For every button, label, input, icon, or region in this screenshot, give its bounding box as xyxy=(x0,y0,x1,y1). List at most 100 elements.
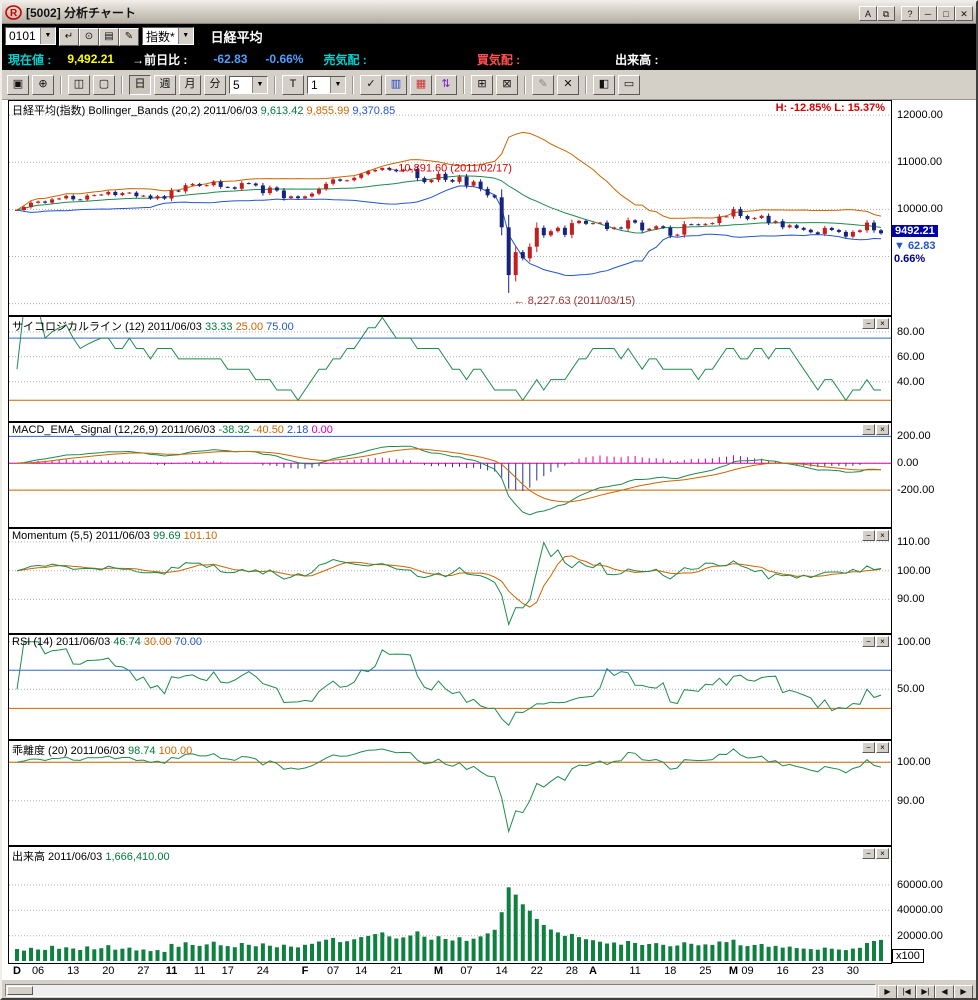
candle-chart-type-button[interactable]: ▦ xyxy=(410,74,432,95)
panel-minimize-button[interactable]: − xyxy=(862,636,875,647)
panel-title-part: 75.00 xyxy=(266,321,294,333)
panel-close-button[interactable]: × xyxy=(876,530,889,541)
layout-view-button[interactable]: ▭ xyxy=(618,74,640,95)
panel-controls: − × xyxy=(862,318,889,329)
minute-interval-select-value: 5 xyxy=(233,77,240,92)
copy-chart-button[interactable]: ◫ xyxy=(68,74,90,95)
main-price-chart[interactable]: ←10,891.60 (2011/02/17) ← 8,227.63 (2011/… xyxy=(8,100,892,316)
chart-scrollbar-row: ▶ |◀ ▶| ◀ ▶ xyxy=(2,980,976,998)
current-price-value: 9,492.21 xyxy=(67,52,115,66)
rsi-panel-title: RSI (14) 2011/06/03 46.74 30.00 70.00 xyxy=(12,636,202,648)
volume-chart[interactable]: 出来高 2011/06/03 1,666,410.00 − × xyxy=(8,846,892,964)
period-day-button[interactable]: 日 xyxy=(129,74,151,95)
scroll-right-button[interactable]: ▶ xyxy=(878,984,897,998)
axis-tick-label: 20000.00 xyxy=(897,929,943,942)
rsi-chart[interactable]: RSI (14) 2011/06/03 46.74 30.00 70.00 − × xyxy=(8,634,892,740)
split-view-button[interactable]: ◧ xyxy=(593,74,615,95)
jump-last-button[interactable]: ▶| xyxy=(916,984,935,998)
x-axis-tick-label: M xyxy=(433,965,444,977)
panel-controls: − × xyxy=(862,848,889,859)
capture-button[interactable]: ▣ xyxy=(7,74,29,95)
grid-off-button[interactable]: ⊠ xyxy=(496,74,518,95)
macd-chart[interactable]: MACD_EMA_Signal (12,26,9) 2011/06/03 -38… xyxy=(8,422,892,528)
psychological-line-chart[interactable]: サイコロジカルライン (12) 2011/06/03 33.33 25.00 7… xyxy=(8,316,892,422)
close-button[interactable]: ✕ xyxy=(955,6,973,21)
psych-panel-title: サイコロジカルライン (12) 2011/06/03 33.33 25.00 7… xyxy=(12,318,294,334)
panel-minimize-button[interactable]: − xyxy=(862,848,875,859)
period-month-button[interactable]: 月 xyxy=(179,74,201,95)
tick-interval-select[interactable]: 1 ▼ xyxy=(307,75,346,94)
panel-title-part: 101.10 xyxy=(183,530,218,542)
registered-list-button[interactable]: ▤ xyxy=(99,27,119,46)
panel-close-button[interactable]: × xyxy=(876,318,889,329)
scrollbar-track[interactable] xyxy=(5,983,876,997)
axis-tick-label: 40.00 xyxy=(897,375,925,388)
panel-title-part: サイコロジカルライン (12) 2011/06/03 xyxy=(12,321,205,333)
panel-title-part: 33.33 xyxy=(204,321,236,333)
price-change-badge: ▼ 62.83 xyxy=(894,240,936,253)
axis-tick-label: 40000.00 xyxy=(897,904,943,917)
x-axis-tick-label: 11 xyxy=(629,965,641,977)
panel-minimize-button[interactable]: − xyxy=(862,530,875,541)
x-axis-tick-label: A xyxy=(589,965,597,977)
chevron-down-icon[interactable]: ▼ xyxy=(177,28,193,44)
code-input[interactable]: 0101 ▼ xyxy=(5,27,56,45)
symbol-search-button[interactable]: ⊙ xyxy=(79,27,99,46)
panel-title-part: 出来高 2011/06/03 xyxy=(12,851,106,863)
kairi-chart[interactable]: 乖離度 (20) 2011/06/03 98.74 100.00 − × xyxy=(8,740,892,846)
toolbar-separator xyxy=(524,75,526,94)
panel-close-button[interactable]: × xyxy=(876,742,889,753)
jump-first-button[interactable]: |◀ xyxy=(897,984,916,998)
panel-minimize-button[interactable]: − xyxy=(862,318,875,329)
panel-minimize-button[interactable]: − xyxy=(862,424,875,435)
zoom-button[interactable]: ⊕ xyxy=(32,74,54,95)
memo-button[interactable]: ✎ xyxy=(119,27,139,46)
chart-toolbar: ▣ ⊕ ◫ ▢ 日週月分 5 ▼ T 1 ▼ ✓ ▥ ▦ ⇅ ⊞ ⊠ ✎ ✕ ◧ ▭ xyxy=(2,70,976,100)
category-select[interactable]: 指数* ▼ xyxy=(142,27,194,45)
period-minute-button[interactable]: 分 xyxy=(204,74,226,95)
panel-minimize-button[interactable]: − xyxy=(862,742,875,753)
panel-title-part: 100.00 xyxy=(158,745,193,757)
titlebar[interactable]: R [5002] 分析チャート A ⧉? ─ □ ✕ xyxy=(2,2,976,24)
chevron-down-icon[interactable]: ▼ xyxy=(252,76,267,93)
help-button[interactable]: ? xyxy=(901,6,919,21)
tick-button[interactable]: T xyxy=(282,74,304,95)
page-setup-button[interactable]: ▢ xyxy=(93,74,115,95)
panel-title-part: 日経平均(指数) Bollinger_Bands (20,2) 2011/06/… xyxy=(12,105,261,117)
scrollbar-thumb[interactable] xyxy=(7,985,33,995)
step-back-button[interactable]: ◀ xyxy=(935,984,954,998)
panel-title-part: 30.00 xyxy=(143,636,175,648)
axis-tick-label: 100.00 xyxy=(897,564,931,577)
duplicate-window-button[interactable]: ⧉ xyxy=(877,6,895,21)
font-size-button[interactable]: A xyxy=(859,6,877,21)
enter-code-button[interactable]: ↵ xyxy=(59,27,79,46)
chart-area: ←10,891.60 (2011/02/17) ← 8,227.63 (2011/… xyxy=(2,100,976,964)
chevron-down-icon[interactable]: ▼ xyxy=(330,76,345,93)
volume-label: 出来高 : xyxy=(615,52,659,67)
main-price-axis: 12000.00 11000.00 10000.00 9492.21 ▼ 62.83 0.… xyxy=(892,100,976,316)
trendline-button[interactable]: ✓ xyxy=(360,74,382,95)
momentum-chart[interactable]: Momentum (5,5) 2011/06/03 99.69 101.10 −… xyxy=(8,528,892,634)
panel-close-button[interactable]: × xyxy=(876,636,889,647)
panel-close-button[interactable]: × xyxy=(876,424,889,435)
bar-chart-type-button[interactable]: ▥ xyxy=(385,74,407,95)
panel-close-button[interactable]: × xyxy=(876,848,889,859)
minimize-button[interactable]: ─ xyxy=(919,6,937,21)
x-axis-tick-label: 11 xyxy=(165,965,178,977)
axis-tick-label: 60.00 xyxy=(897,350,925,363)
draw-button[interactable]: ✎ xyxy=(532,74,554,95)
x-axis-labels: D 06 13 20 27 11 11 17 24 F 07 14 21 M 07 14 22 28 A 11 18 25… xyxy=(2,964,976,980)
x-axis-tick-label: 23 xyxy=(811,965,824,977)
toolbar-separator xyxy=(274,75,276,94)
quote-status-bar: 現在値 : 9,492.21 →前日比 : -62.83 -0.66% 売気配 … xyxy=(2,48,976,70)
x-axis-tick-label: 28 xyxy=(565,965,579,977)
volume-unit-badge: x100 xyxy=(892,949,924,963)
minute-interval-select[interactable]: 5 ▼ xyxy=(229,75,268,94)
step-forward-button[interactable]: ▶ xyxy=(954,984,973,998)
grid-on-button[interactable]: ⊞ xyxy=(471,74,493,95)
period-week-button[interactable]: 週 xyxy=(154,74,176,95)
erase-button[interactable]: ✕ xyxy=(557,74,579,95)
chevron-down-icon[interactable]: ▼ xyxy=(40,28,55,44)
maximize-button[interactable]: □ xyxy=(937,6,955,21)
price-arrows-button[interactable]: ⇅ xyxy=(435,74,457,95)
